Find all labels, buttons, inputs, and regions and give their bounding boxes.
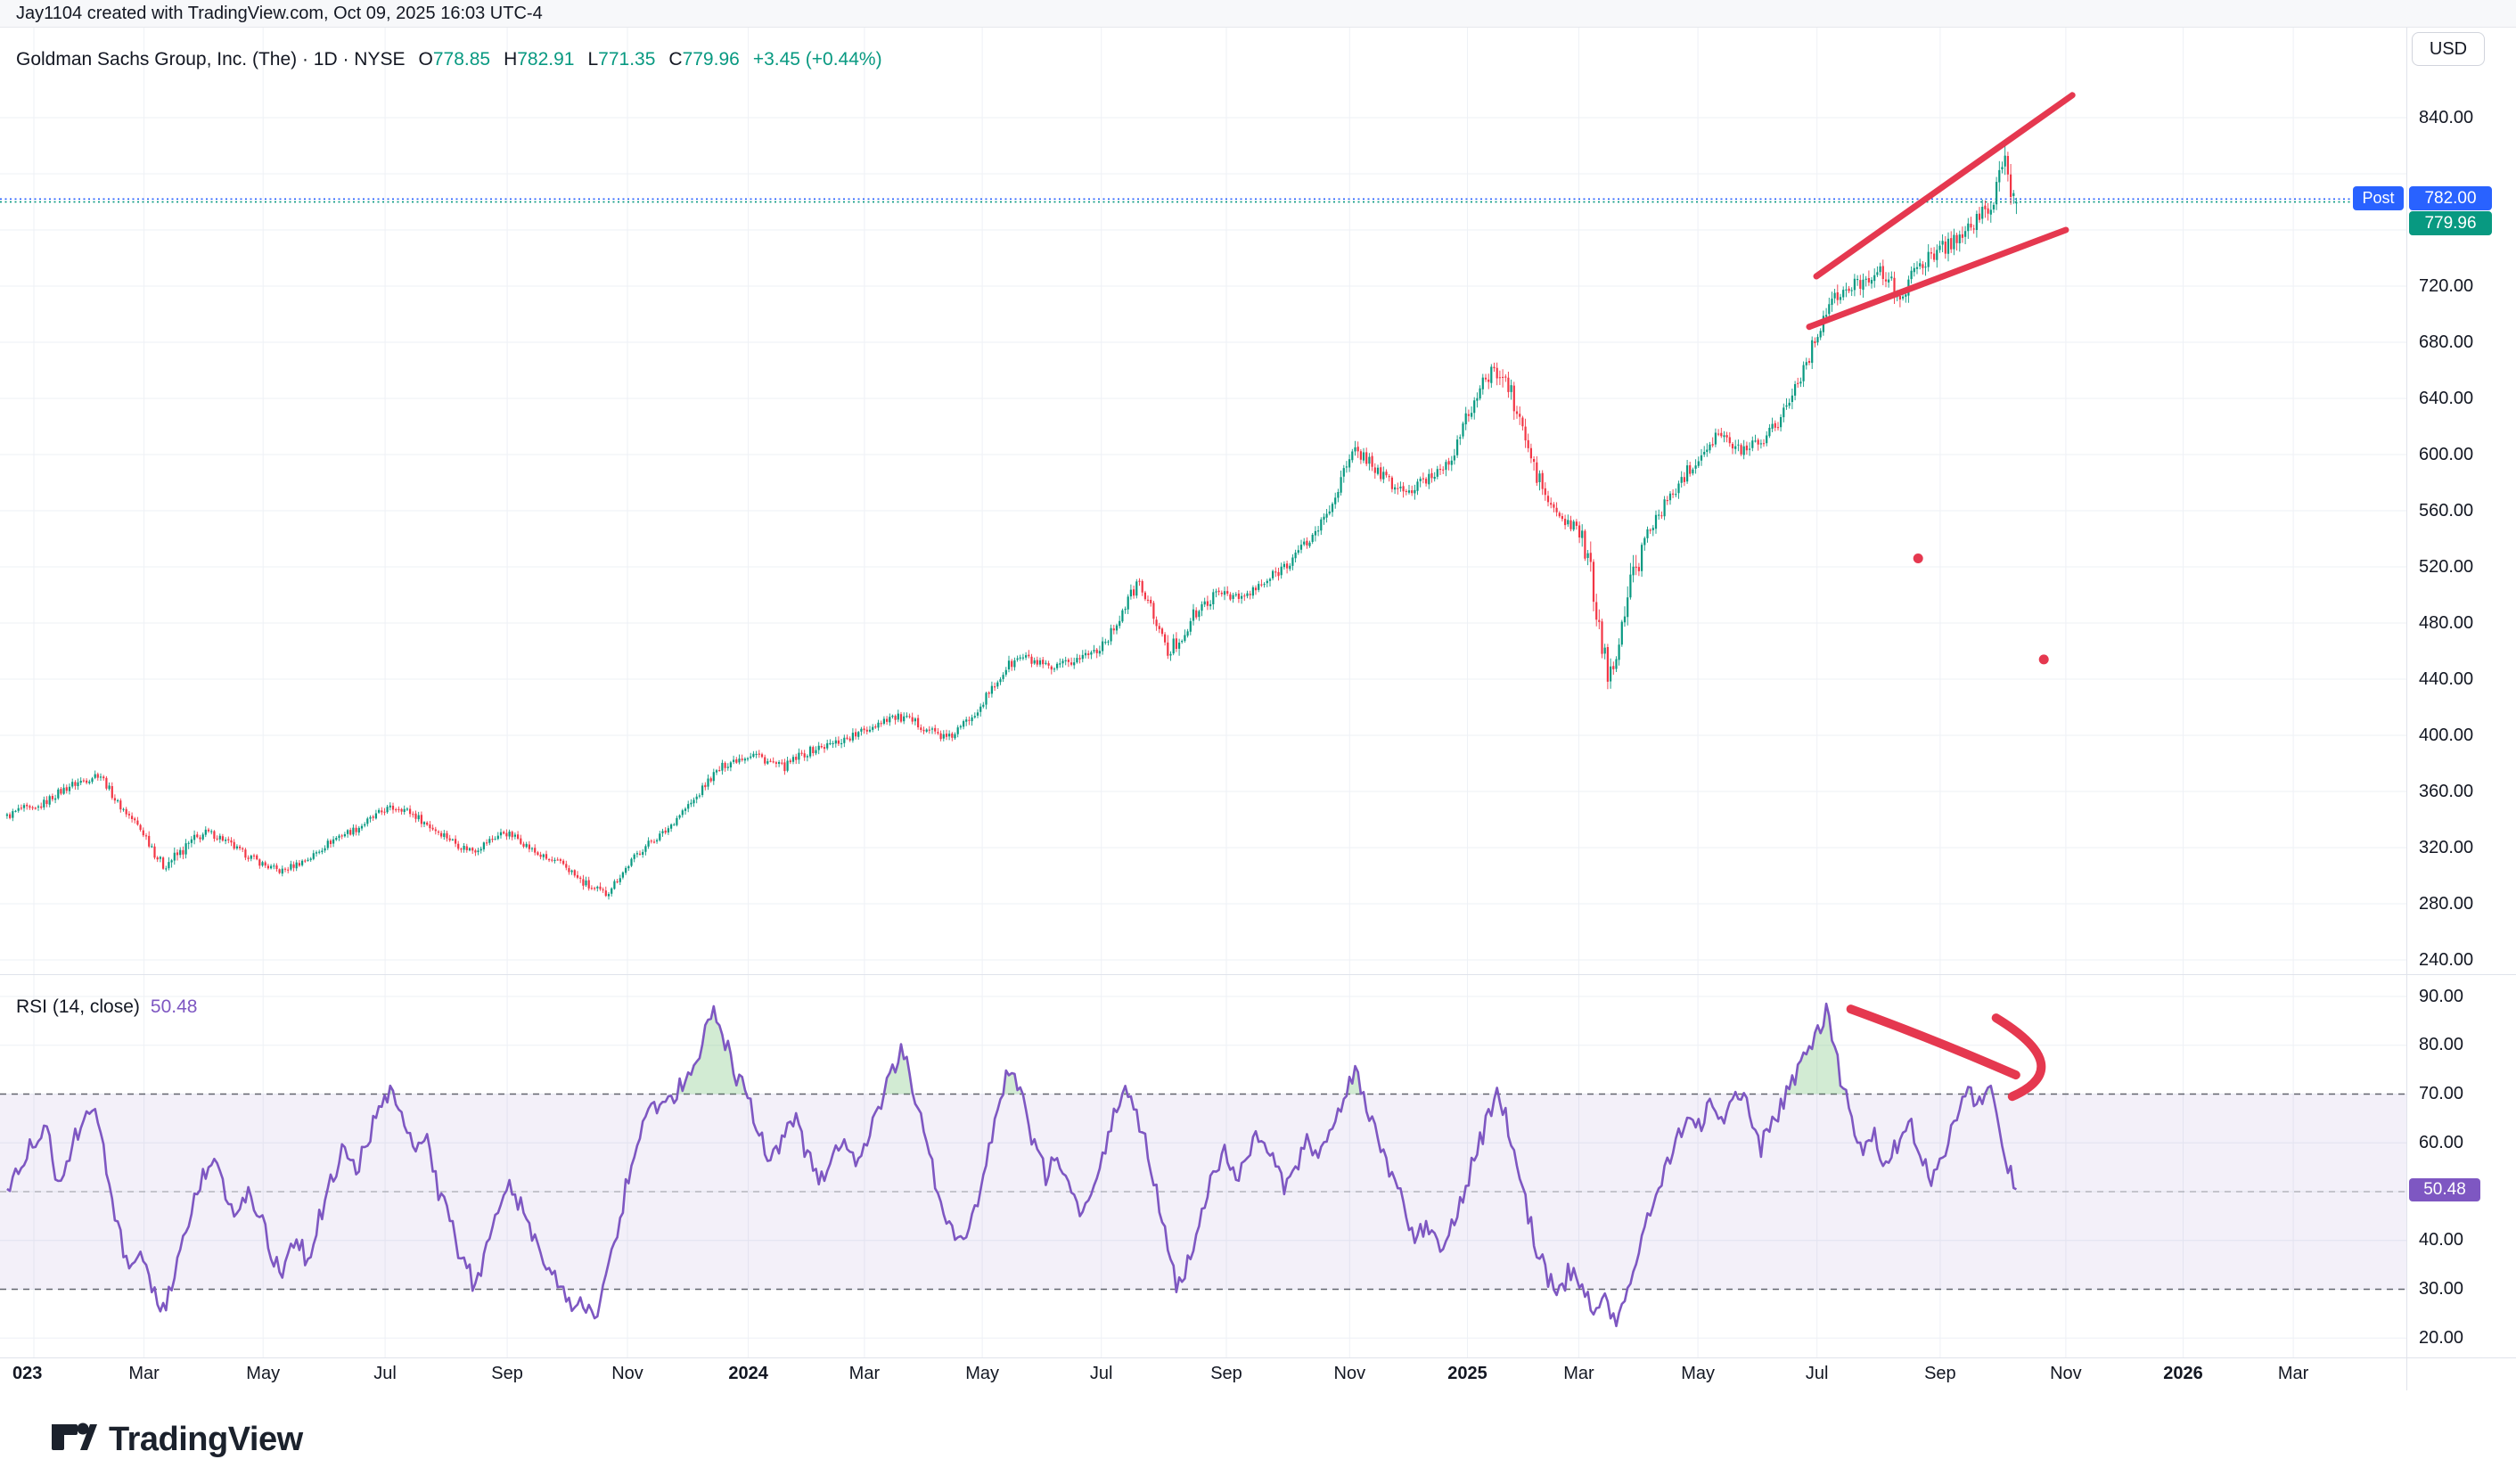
rsi-gridlines	[0, 996, 2406, 1339]
pane-separator[interactable]	[0, 974, 2516, 975]
time-tick-label: Sep	[1210, 1364, 1242, 1383]
tradingview-logo[interactable]: TradingView	[51, 1419, 303, 1461]
price-tick-label: 440.00	[2419, 668, 2474, 689]
rsi-tick-label: 70.00	[2419, 1084, 2464, 1103]
drawing-anchor-dot[interactable]	[2038, 654, 2049, 665]
post-market-pill: Post	[2353, 186, 2404, 210]
rsi-value-badge: 50.48	[2409, 1178, 2480, 1201]
trendline[interactable]	[1806, 226, 2069, 331]
attribution-bar: Jay1104 created with TradingView.com, Oc…	[0, 0, 2516, 28]
price-pane[interactable]	[0, 92, 2406, 900]
time-tick-label: Nov	[2050, 1364, 2082, 1383]
price-tick-label: 840.00	[2419, 107, 2474, 127]
time-axis-border	[0, 1357, 2516, 1358]
price-tick-label: 480.00	[2419, 612, 2474, 633]
open-label: O	[418, 49, 433, 70]
up-candle-wicks	[6, 145, 2017, 900]
time-tick-label: Jul	[373, 1364, 397, 1383]
low-label: L	[587, 49, 599, 70]
price-tick-label: 320.00	[2419, 837, 2474, 857]
time-tick-label: Mar	[2277, 1364, 2309, 1383]
price-tick-label: 600.00	[2419, 444, 2474, 464]
time-tick-label: Mar	[848, 1364, 881, 1383]
price-tick-label: 560.00	[2419, 500, 2474, 521]
rsi-label: RSI (14, close)	[16, 996, 140, 1017]
time-tick-label: Sep	[1924, 1364, 1956, 1383]
drawn-arrow-head[interactable]	[1991, 1013, 2046, 1102]
down-candle-bodies	[9, 156, 2012, 897]
last-price-value: 779.96	[2424, 213, 2477, 233]
price-tick-label: 280.00	[2419, 893, 2474, 914]
drawing-anchor-dot[interactable]	[1913, 553, 1923, 563]
rsi-line	[6, 1002, 2017, 1328]
rsi-badge-value: 50.48	[2423, 1180, 2466, 1199]
close-value: 779.96	[682, 49, 740, 70]
price-tick-label: 360.00	[2419, 781, 2474, 801]
tradingview-logo-icon	[51, 1419, 97, 1461]
down-candle-wicks	[9, 152, 2012, 898]
time-tick-label: Jul	[1089, 1364, 1113, 1383]
time-tick-label: Nov	[1333, 1364, 1366, 1383]
rsi-tick-label: 40.00	[2419, 1230, 2464, 1250]
time-tick-label: 2024	[728, 1364, 768, 1383]
tradingview-logo-text: TradingView	[109, 1421, 303, 1458]
post-price-value: 782.00	[2424, 188, 2477, 208]
last-price-badge: 779.96	[2409, 211, 2492, 235]
price-tick-label: 520.00	[2419, 556, 2474, 577]
time-tick-label: Mar	[1563, 1364, 1594, 1383]
time-tick-label: May	[246, 1364, 281, 1383]
rsi-tick-label: 30.00	[2419, 1279, 2464, 1299]
price-tick-label: 240.00	[2419, 949, 2474, 970]
open-value: 778.85	[432, 49, 491, 70]
vertical-gridlines	[33, 27, 2294, 1357]
currency-label: USD	[2429, 38, 2468, 59]
time-tick-label: May	[965, 1364, 999, 1383]
trendline[interactable]	[1813, 92, 2076, 280]
drawn-arrow-body[interactable]	[1846, 1004, 2020, 1080]
time-tick-label: Sep	[491, 1364, 523, 1383]
time-tick-label: Nov	[611, 1364, 643, 1383]
rsi-current-value: 50.48	[150, 996, 198, 1017]
price-axis-border	[2406, 27, 2407, 1390]
price-tick-label: 720.00	[2419, 275, 2474, 296]
price-tick-label: 640.00	[2419, 388, 2474, 408]
rsi-tick-label: 20.00	[2419, 1327, 2464, 1348]
rsi-tick-label: 90.00	[2419, 986, 2464, 1006]
time-tick-label: May	[1681, 1364, 1715, 1383]
time-tick-label: 2025	[1447, 1364, 1487, 1383]
up-candle-bodies	[5, 155, 2018, 897]
post-price-badge: 782.00	[2409, 186, 2492, 210]
post-market-label: Post	[2362, 189, 2395, 207]
close-label: C	[668, 49, 683, 70]
rsi-tick-label: 80.00	[2419, 1035, 2464, 1055]
time-tick-label: 2026	[2163, 1364, 2203, 1383]
price-tick-label: 400.00	[2419, 725, 2474, 745]
time-tick-label: Mar	[128, 1364, 160, 1383]
currency-button[interactable]: USD	[2412, 32, 2485, 66]
symbol-title[interactable]: Goldman Sachs Group, Inc. (The) · 1D · N…	[16, 49, 406, 70]
rsi-pane[interactable]	[0, 1002, 2406, 1328]
low-value: 771.35	[598, 49, 656, 70]
rsi-overbought-fill	[389, 1004, 1993, 1095]
high-value: 782.91	[517, 49, 575, 70]
symbol-header[interactable]: Goldman Sachs Group, Inc. (The) · 1D · N…	[16, 49, 882, 70]
change-value: +3.45 (+0.44%)	[752, 49, 882, 70]
time-tick-label: Jul	[1805, 1364, 1829, 1383]
price-gridlines	[0, 117, 2406, 961]
rsi-indicator-header[interactable]: RSI (14, close) 50.48	[16, 996, 197, 1018]
high-label: H	[504, 49, 518, 70]
time-tick-label: 023	[12, 1364, 43, 1383]
price-tick-label: 680.00	[2419, 332, 2474, 352]
rsi-tick-label: 60.00	[2419, 1132, 2464, 1152]
attribution-text: Jay1104 created with TradingView.com, Oc…	[16, 3, 543, 23]
